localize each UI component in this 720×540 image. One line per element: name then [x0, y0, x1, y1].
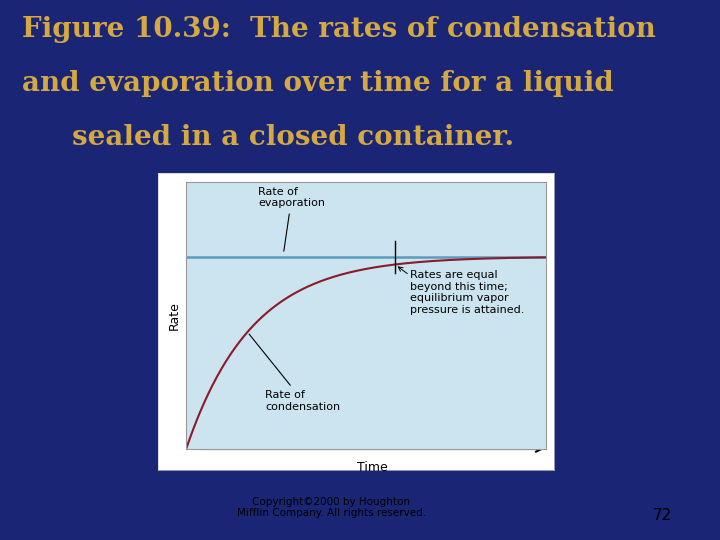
- Text: Rates are equal
beyond this time;
equilibrium vapor
pressure is attained.: Rates are equal beyond this time; equili…: [410, 270, 524, 315]
- Text: and evaporation over time for a liquid: and evaporation over time for a liquid: [22, 70, 613, 97]
- Text: Figure 10.39:  The rates of condensation: Figure 10.39: The rates of condensation: [22, 16, 655, 43]
- Text: Rate: Rate: [168, 301, 181, 330]
- Text: Copyright©2000 by Houghton
Mifflin Company. All rights reserved.: Copyright©2000 by Houghton Mifflin Compa…: [237, 497, 426, 518]
- Text: Rate of
evaporation: Rate of evaporation: [258, 187, 325, 251]
- Text: 72: 72: [653, 508, 672, 523]
- Text: Rate of
condensation: Rate of condensation: [249, 334, 341, 412]
- Text: Time: Time: [357, 461, 387, 474]
- Text: sealed in a closed container.: sealed in a closed container.: [72, 124, 514, 151]
